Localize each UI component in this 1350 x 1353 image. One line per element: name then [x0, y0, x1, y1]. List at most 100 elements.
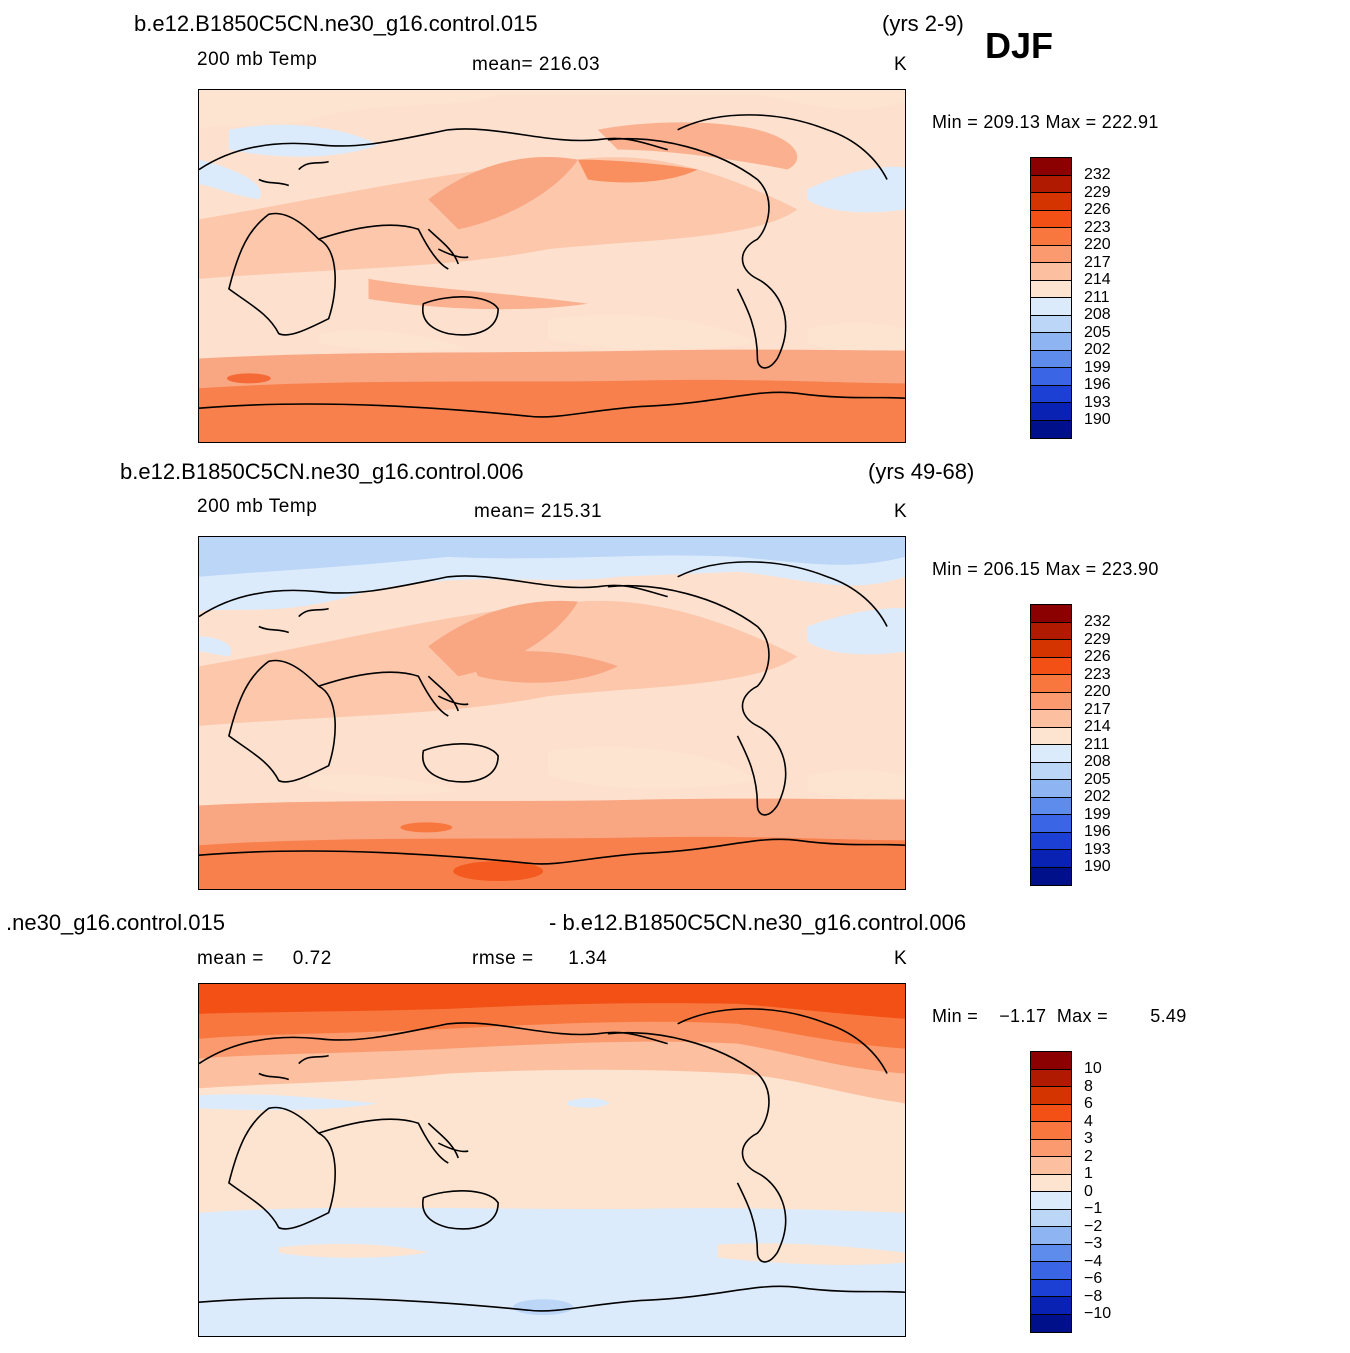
panel1-colorbar-swatch	[1031, 280, 1071, 298]
colorbar-tick-label: 229	[1084, 183, 1111, 201]
panel3-colorbar-swatch	[1031, 1262, 1071, 1280]
panel3-colorbar-swatch	[1031, 1087, 1071, 1105]
colorbar-tick-label: −6	[1084, 1270, 1103, 1287]
panel3-map	[198, 983, 906, 1337]
panel3-rmse: rmse = 1.34	[472, 948, 608, 969]
panel3-colorbar-swatch	[1031, 1209, 1071, 1227]
panel2-colorbar-swatch	[1031, 675, 1071, 693]
colorbar-tick-label: 223	[1084, 665, 1111, 683]
colorbar-tick-label: 0	[1084, 1182, 1093, 1200]
panel3-colorbar-swatch	[1031, 1297, 1071, 1315]
colorbar-tick-label: 208	[1084, 753, 1111, 770]
panel2-colorbar-swatch	[1031, 780, 1071, 798]
panel3-colorbar-swatch	[1031, 1157, 1071, 1175]
panel2-colorbar-swatch	[1031, 797, 1071, 815]
colorbar-tick-label: 205	[1084, 323, 1111, 341]
panel3-colorbar-swatch	[1031, 1139, 1071, 1157]
panel1-units: K	[894, 54, 908, 75]
panel1-years: (yrs 2-9)	[882, 11, 964, 36]
panel1-min-max: Min = 209.13 Max = 222.91	[932, 112, 1159, 132]
colorbar-tick-label: 190	[1084, 411, 1111, 428]
panel2-map	[198, 536, 906, 890]
panel3-colorbar-swatch	[1031, 1174, 1071, 1192]
panel2-colorbar-swatch	[1031, 657, 1071, 675]
panel3-colorbar-swatch	[1031, 1314, 1071, 1332]
panel3-mean: mean = 0.72	[197, 948, 332, 969]
colorbar-tick-label: 1	[1084, 1165, 1093, 1182]
colorbar-tick-label: 4	[1084, 1112, 1093, 1130]
colorbar-tick-label: 2	[1084, 1147, 1093, 1165]
panel1-colorbar-swatch	[1031, 333, 1071, 351]
colorbar-tick-label: 199	[1084, 358, 1111, 376]
panel1-colorbar-swatch	[1031, 385, 1071, 403]
panel2-colorbar-swatch	[1031, 727, 1071, 745]
colorbar-tick-label: 220	[1084, 683, 1111, 700]
season-label: DJF	[985, 25, 1054, 66]
colorbar-tick-label: 229	[1084, 630, 1111, 648]
panel2-colorbar-swatch	[1031, 605, 1071, 623]
colorbar-tick-label: 232	[1084, 613, 1111, 630]
colorbar-tick-label: 202	[1084, 788, 1111, 805]
colorbar-tick-label: 6	[1084, 1095, 1093, 1112]
panel3-min-max: Min = −1.17 Max = 5.49	[932, 1006, 1187, 1026]
panel2-units: K	[894, 501, 908, 522]
panel2-colorbar-swatch	[1031, 622, 1071, 640]
panel1-colorbar-swatch	[1031, 403, 1071, 421]
colorbar-tick-label: 208	[1084, 306, 1111, 323]
panel2-variable: 200 mb Temp	[197, 496, 318, 517]
colorbar-tick-label: 10	[1084, 1060, 1102, 1077]
panel2-colorbar-swatch	[1031, 850, 1071, 868]
colorbar-tick-label: −4	[1084, 1252, 1103, 1270]
panel2-years: (yrs 49-68)	[868, 459, 975, 484]
colorbar-tick-label: −1	[1084, 1200, 1103, 1217]
colorbar-tick-label: −2	[1084, 1217, 1103, 1235]
panel3-run-title-right: - b.e12.B1850C5CN.ne30_g16.control.006	[549, 910, 967, 935]
colorbar-tick-label: 205	[1084, 770, 1111, 788]
panel1-colorbar-swatch	[1031, 193, 1071, 211]
panel2-mean: mean= 215.31	[474, 501, 603, 522]
panel2-colorbar-swatch	[1031, 762, 1071, 780]
panel2-colorbar-swatch	[1031, 745, 1071, 763]
panel1-colorbar-swatch	[1031, 210, 1071, 228]
panel1-colorbar-swatch	[1031, 368, 1071, 386]
panel3-colorbar	[1030, 1051, 1072, 1333]
panel3-colorbar-swatch	[1031, 1192, 1071, 1210]
panel2-colorbar-swatch	[1031, 832, 1071, 850]
colorbar-tick-label: 193	[1084, 393, 1111, 411]
panel3-colorbar-swatch	[1031, 1244, 1071, 1262]
panel1-variable: 200 mb Temp	[197, 49, 318, 70]
panel2-colorbar-swatch	[1031, 815, 1071, 833]
colorbar-tick-label: −3	[1084, 1235, 1103, 1252]
colorbar-tick-label: 196	[1084, 376, 1111, 393]
panel2-min-max: Min = 206.15 Max = 223.90	[932, 559, 1159, 579]
panel1-run-title: b.e12.B1850C5CN.ne30_g16.control.015	[134, 11, 538, 36]
panel3-colorbar-swatch	[1031, 1279, 1071, 1297]
colorbar-tick-label: 217	[1084, 700, 1111, 718]
panel2-colorbar	[1030, 604, 1072, 886]
panel1-colorbar-swatch	[1031, 175, 1071, 193]
panel1-colorbar-swatch	[1031, 315, 1071, 333]
panel3-run-title-left: .ne30_g16.control.015	[6, 910, 225, 935]
panel1-colorbar-swatch	[1031, 245, 1071, 263]
panel2-colorbar-swatch	[1031, 640, 1071, 658]
panel1-colorbar-swatch	[1031, 350, 1071, 368]
panel3-colorbar-swatch	[1031, 1052, 1071, 1070]
colorbar-tick-label: 211	[1084, 735, 1110, 753]
panel2-colorbar-swatch	[1031, 710, 1071, 728]
colorbar-tick-label: 217	[1084, 253, 1111, 271]
colorbar-tick-label: −10	[1084, 1305, 1112, 1322]
panel3-colorbar-swatch	[1031, 1122, 1071, 1140]
colorbar-tick-label: 8	[1084, 1077, 1093, 1095]
panel1-colorbar-swatch	[1031, 420, 1071, 438]
colorbar-tick-label: 199	[1084, 805, 1111, 823]
panel2-run-title: b.e12.B1850C5CN.ne30_g16.control.006	[120, 459, 524, 484]
panel1-mean: mean= 216.03	[472, 54, 601, 75]
colorbar-tick-label: 220	[1084, 236, 1111, 253]
panel3-colorbar-swatch	[1031, 1069, 1071, 1087]
panel1-colorbar-swatch	[1031, 228, 1071, 246]
colorbar-tick-label: 3	[1084, 1130, 1093, 1147]
panel3-colorbar-swatch	[1031, 1104, 1071, 1122]
colorbar-tick-label: 190	[1084, 858, 1111, 875]
colorbar-tick-label: 214	[1084, 271, 1111, 288]
colorbar-tick-label: 226	[1084, 201, 1111, 218]
